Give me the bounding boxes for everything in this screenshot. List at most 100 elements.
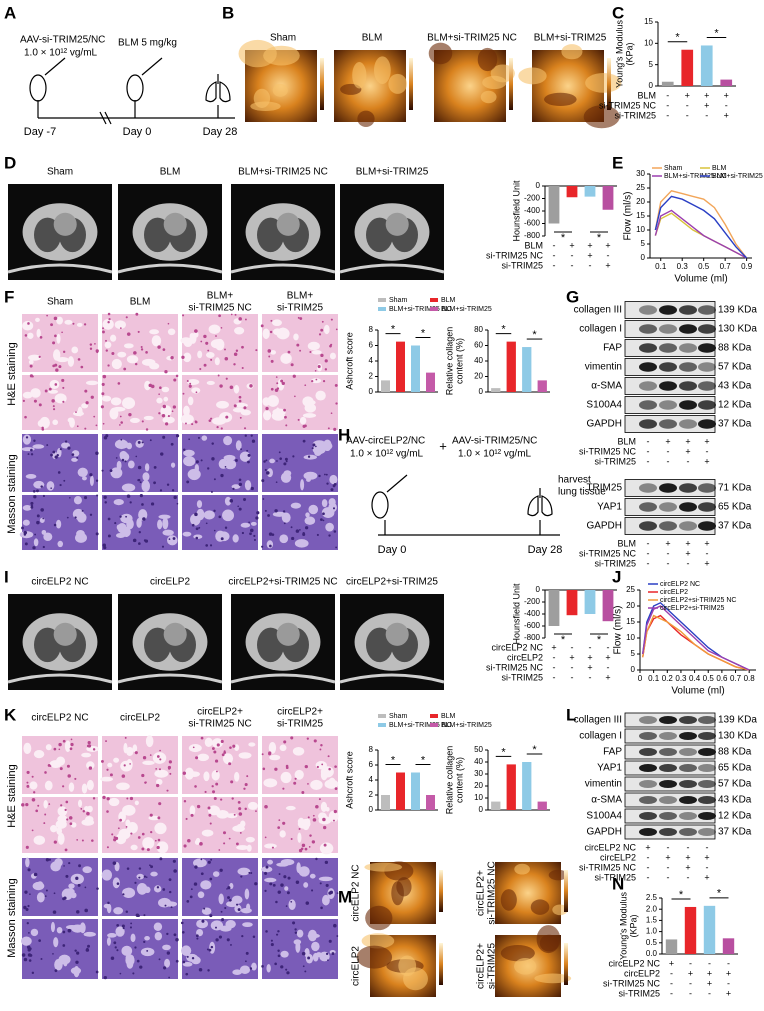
condition-mark: -: [687, 558, 690, 568]
histology-nucleus: [265, 865, 269, 869]
histology-nucleus: [94, 343, 96, 345]
condition-mark: -: [647, 872, 650, 882]
histology-nucleus: [140, 348, 144, 351]
histology-alveolus: [321, 499, 328, 508]
x-tick-label: 0.8: [744, 674, 756, 683]
histology-alveolus: [328, 502, 337, 513]
histology-nucleus: [270, 387, 274, 391]
histology-nucleus: [330, 488, 334, 492]
x-axis-label: Volume (ml): [674, 274, 727, 285]
x-tick-label: 0: [638, 674, 643, 683]
histology-nucleus: [266, 471, 270, 475]
histology-alveolus: [187, 396, 194, 406]
histology-nucleus: [158, 393, 160, 395]
blot-band: [659, 324, 677, 334]
histology-nucleus: [117, 827, 120, 830]
histology-nucleus: [190, 888, 193, 891]
histology-alveolus: [56, 926, 63, 934]
histology-nucleus: [302, 532, 306, 536]
column-label: si-TRIM25: [277, 303, 324, 314]
histology-nucleus: [239, 416, 242, 419]
histology-nucleus: [50, 453, 53, 457]
histology-nucleus: [123, 764, 126, 767]
day-label: Day -7: [24, 126, 56, 138]
panel-label: A: [4, 3, 16, 22]
condition-mark: -: [571, 250, 574, 260]
histology-nucleus: [321, 763, 324, 766]
color-bar: [564, 870, 568, 912]
histology-nucleus: [333, 483, 337, 486]
condition-mark: -: [607, 250, 610, 260]
histology-alveolus: [208, 324, 221, 335]
histology-nucleus: [322, 519, 325, 522]
x-tick-label: 0.6: [716, 674, 728, 683]
histology-alveolus: [54, 959, 63, 971]
histology-nucleus: [173, 869, 177, 873]
size-label: 12 KDa: [718, 400, 752, 411]
histology-nucleus: [324, 368, 328, 371]
size-label: 88 KDa: [718, 343, 752, 354]
legend-swatch: [378, 723, 386, 727]
legend-entry: circELP2 NC: [660, 581, 700, 588]
histology-nucleus: [87, 744, 92, 748]
condition-mark: -: [689, 978, 692, 988]
histology-alveolus: [68, 782, 75, 792]
histology-nucleus: [272, 883, 276, 887]
legend-entry: BLM+si-TRIM25 NC: [389, 306, 452, 313]
afm-texture: [398, 955, 417, 977]
histology-nucleus: [62, 386, 65, 389]
y-tick-label: 0: [536, 181, 541, 190]
histology-alveolus: [303, 471, 318, 480]
blot-band: [659, 343, 677, 353]
histology-alveolus: [315, 390, 326, 401]
histology-nucleus: [74, 777, 77, 780]
histology-nucleus: [67, 774, 71, 778]
histology-nucleus: [168, 890, 172, 894]
histology-nucleus: [134, 946, 137, 949]
histology-nucleus: [54, 455, 58, 459]
y-axis-label: Young's Modulus: [618, 892, 628, 960]
histology-nucleus: [287, 350, 291, 354]
histology-alveolus: [126, 355, 139, 364]
bar: [602, 590, 614, 622]
condition-mark: +: [587, 240, 592, 250]
blot-band: [639, 305, 657, 315]
histology-alveolus: [300, 479, 305, 491]
histology-nucleus: [54, 334, 57, 338]
histology-nucleus: [166, 789, 169, 792]
histology-nucleus: [292, 921, 296, 925]
histology-alveolus: [122, 397, 136, 409]
histology-nucleus: [275, 900, 278, 904]
histology-alveolus: [152, 752, 167, 764]
histology-nucleus: [229, 499, 234, 503]
histology-nucleus: [299, 317, 303, 320]
histology-nucleus: [334, 787, 338, 791]
histology-nucleus: [95, 970, 99, 974]
side-label: si-TRIM25: [487, 943, 498, 990]
histology-nucleus: [325, 883, 329, 887]
histology-nucleus: [85, 948, 90, 952]
histology-nucleus: [186, 380, 189, 383]
histology-nucleus: [146, 848, 150, 852]
histology-nucleus: [235, 459, 238, 462]
histology-nucleus: [107, 901, 110, 905]
histology-alveolus: [197, 753, 210, 762]
histology-nucleus: [170, 442, 174, 446]
histology-alveolus: [299, 416, 307, 425]
condition-name: si-TRIM25 NC: [579, 862, 637, 872]
histology-nucleus: [50, 323, 54, 327]
condition-mark: +: [685, 436, 690, 446]
histology-nucleus: [250, 486, 254, 491]
label: AAV-circELP2/NC: [346, 436, 425, 447]
histology-nucleus: [329, 890, 334, 895]
histology-alveolus: [104, 341, 112, 349]
protein-label: GAPDH: [586, 521, 622, 532]
condition-name: si-TRIM25 NC: [486, 250, 544, 260]
bar: [522, 762, 532, 810]
size-label: 130 KDa: [718, 731, 757, 742]
blot-band: [679, 400, 697, 410]
histology-alveolus: [154, 931, 163, 941]
histology-alveolus: [143, 415, 154, 421]
histology-nucleus: [119, 515, 122, 518]
group-label: circELP2+si-TRIM25: [346, 577, 438, 588]
